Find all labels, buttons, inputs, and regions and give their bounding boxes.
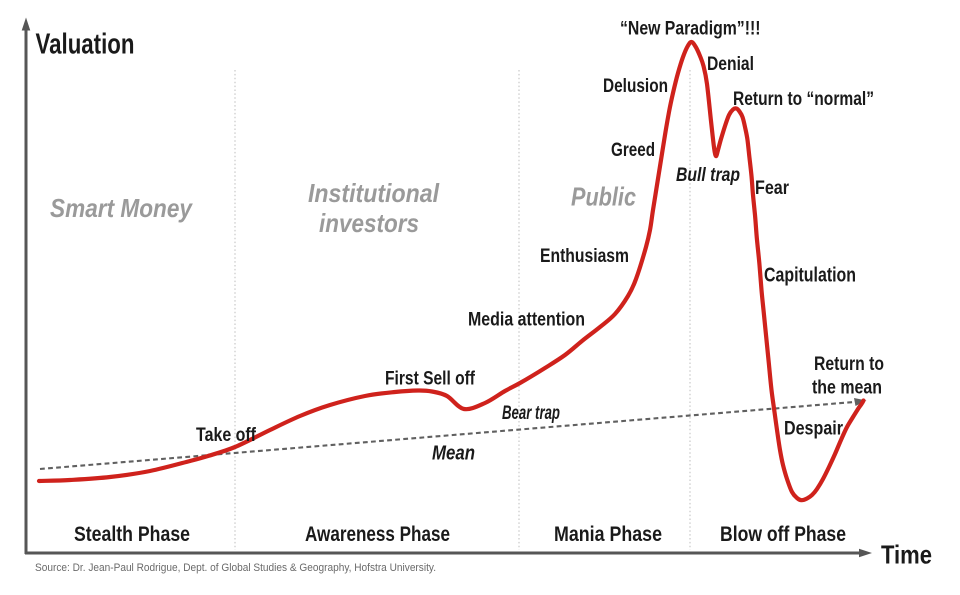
svg-text:investors: investors	[319, 208, 419, 238]
svg-text:Enthusiasm: Enthusiasm	[540, 246, 629, 267]
svg-text:Institutional: Institutional	[308, 178, 440, 208]
svg-text:Bull trap: Bull trap	[676, 165, 740, 186]
svg-text:Public: Public	[571, 182, 636, 212]
svg-text:Take off: Take off	[196, 425, 257, 446]
svg-text:Media attention: Media attention	[468, 310, 585, 331]
svg-text:Capitulation: Capitulation	[764, 265, 856, 287]
svg-text:Mean: Mean	[432, 443, 475, 465]
svg-text:Source: Dr. Jean-Paul Rodrigue: Source: Dr. Jean-Paul Rodrigue, Dept. of…	[35, 562, 436, 574]
svg-text:“New Paradigm”!!!: “New Paradigm”!!!	[620, 19, 761, 40]
svg-text:Awareness Phase: Awareness Phase	[305, 523, 450, 546]
svg-text:Smart Money: Smart Money	[50, 193, 193, 223]
svg-text:Stealth Phase: Stealth Phase	[74, 523, 190, 546]
svg-text:Bear trap: Bear trap	[502, 403, 560, 424]
svg-text:Time: Time	[881, 540, 932, 570]
svg-text:Mania Phase: Mania Phase	[554, 523, 662, 546]
svg-text:Blow off Phase: Blow off Phase	[720, 523, 846, 546]
svg-text:Greed: Greed	[611, 140, 655, 161]
svg-text:First Sell off: First Sell off	[385, 369, 476, 390]
svg-text:Valuation: Valuation	[36, 28, 135, 60]
svg-text:Delusion: Delusion	[603, 76, 668, 97]
svg-text:Denial: Denial	[707, 54, 754, 75]
svg-text:Despair: Despair	[784, 419, 844, 440]
svg-text:Fear: Fear	[755, 178, 790, 199]
svg-text:Return to: Return to	[814, 354, 884, 375]
svg-text:Return to “normal”: Return to “normal”	[733, 89, 874, 110]
svg-text:the mean: the mean	[812, 378, 882, 399]
